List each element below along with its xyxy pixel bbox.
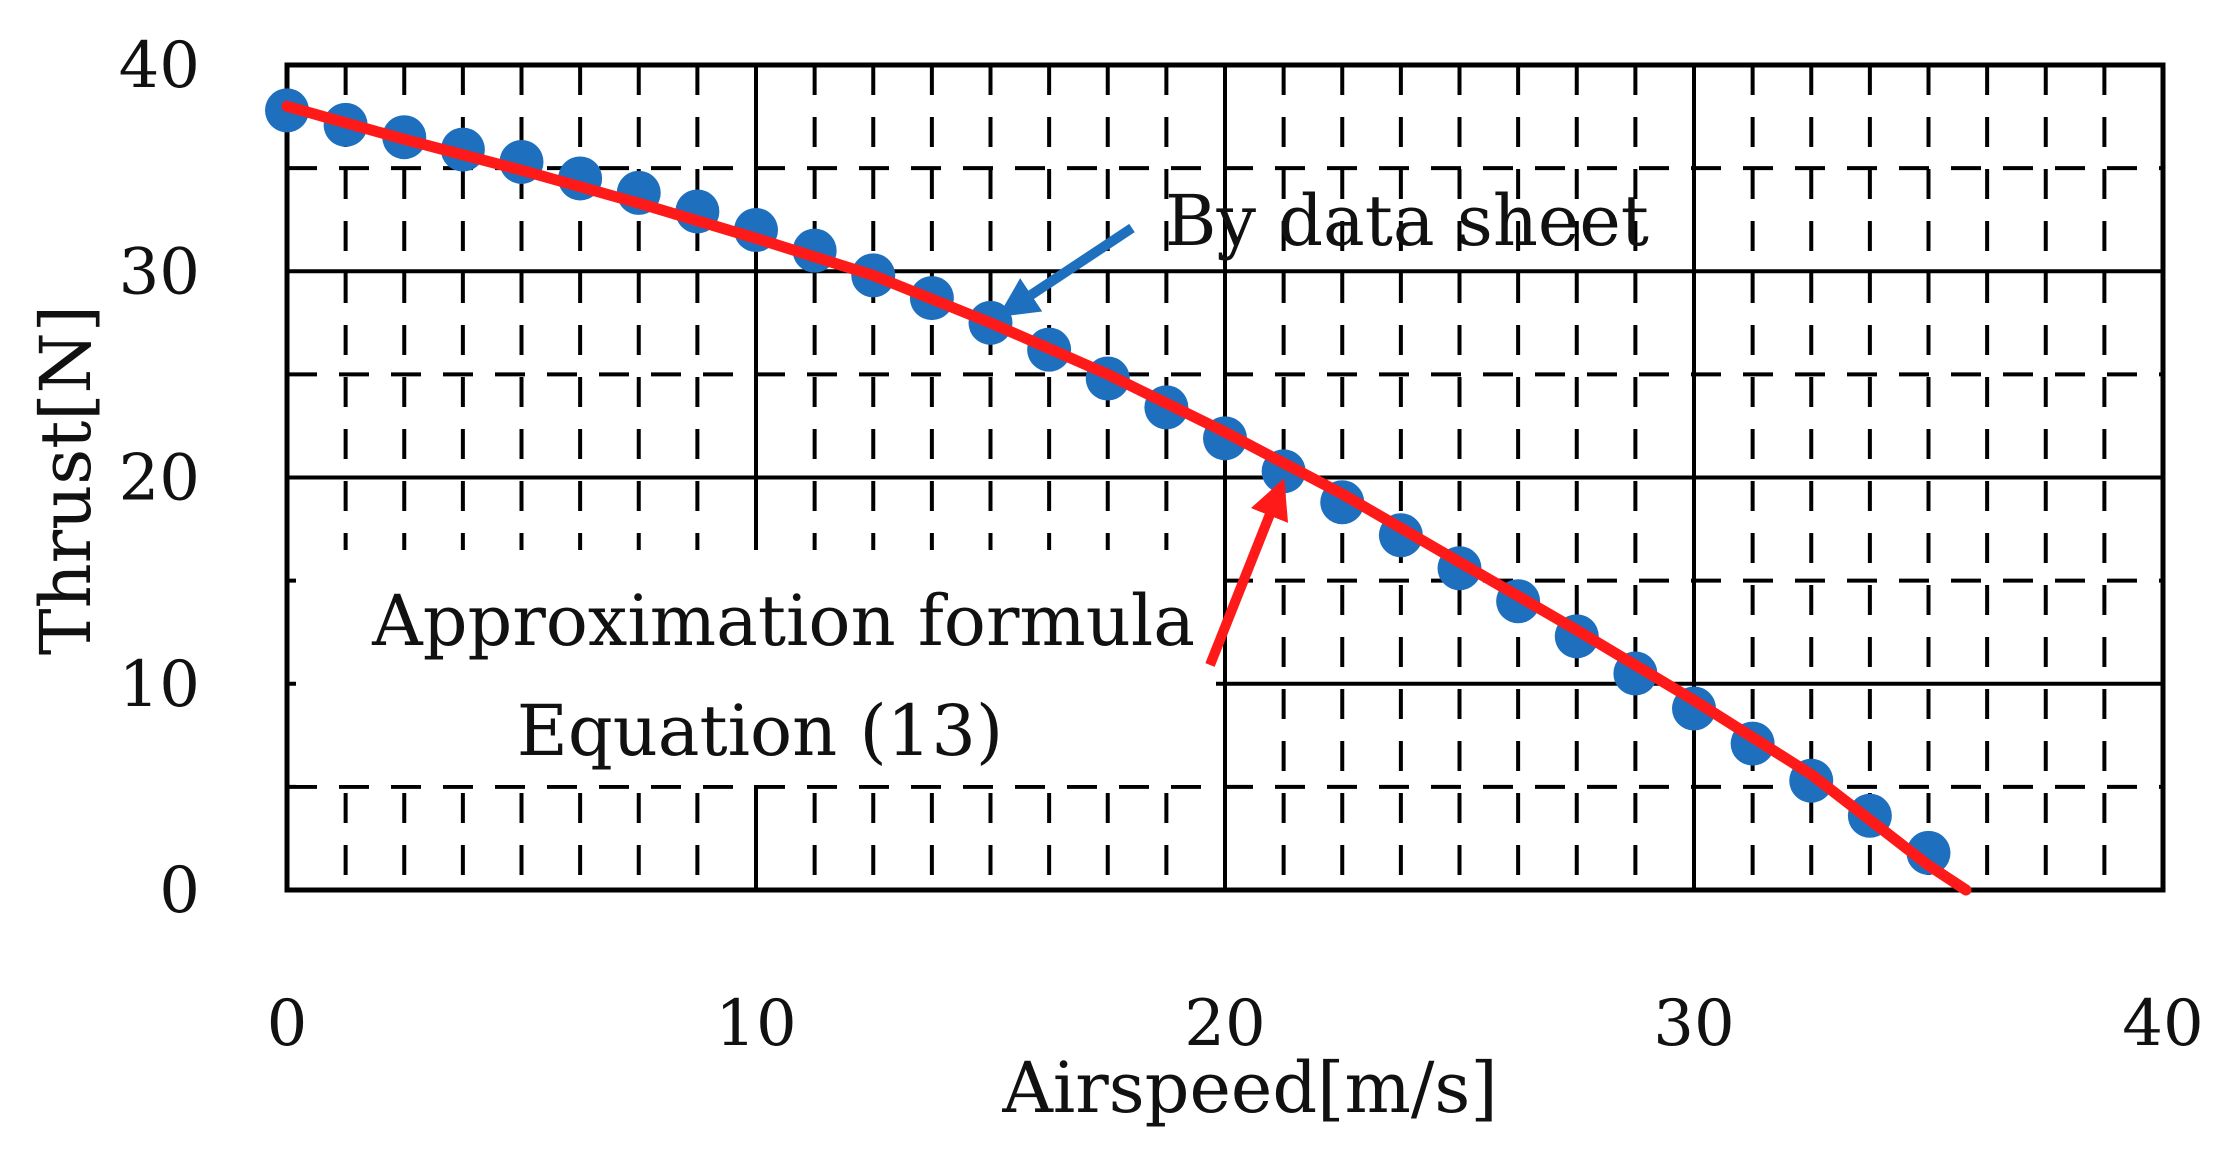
y-axis-title: Thrust[N]	[25, 305, 107, 655]
x-axis-title: Airspeed[m/s]	[1001, 1047, 1497, 1129]
annotation-label-background	[296, 550, 1216, 785]
y-tick-label: 20	[119, 442, 200, 516]
y-tick-label: 30	[119, 235, 200, 309]
annotation-data-sheet-label: By data sheet	[1165, 180, 1649, 262]
x-tick-label: 30	[1653, 987, 1734, 1061]
data-sheet-point	[1906, 830, 1951, 875]
annotation-approximation-arrow	[1205, 478, 1289, 667]
y-tick-label: 40	[119, 29, 200, 103]
x-tick-label: 0	[267, 987, 308, 1061]
annotation-mask	[296, 550, 1216, 785]
x-tick-label: 10	[715, 987, 796, 1061]
y-tick-label: 10	[119, 648, 200, 722]
tick-labels: 0 10 20 30 40 0 10 20 30 40	[119, 29, 2204, 1061]
annotation-approximation-line1: Approximation formula	[371, 580, 1195, 662]
y-tick-label: 0	[159, 854, 200, 928]
annotations: By data sheet Approximation formula Equati…	[371, 180, 1649, 772]
plot-frame	[284, 62, 2166, 893]
x-tick-label: 20	[1184, 987, 1265, 1061]
annotation-approximation-line2: Equation (13)	[517, 690, 1003, 772]
approximation-line	[281, 100, 1972, 896]
series-layer	[265, 88, 1972, 896]
x-tick-label: 40	[2122, 987, 2203, 1061]
annotation-data-sheet-arrow	[997, 223, 1135, 317]
